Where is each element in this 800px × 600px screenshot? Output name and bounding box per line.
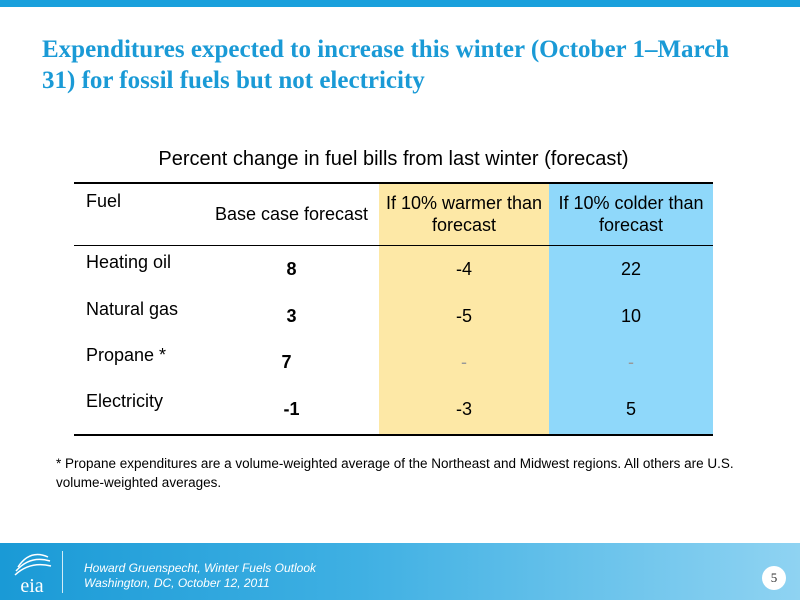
table-header-row: Fuel Base case forecast If 10% warmer th… (74, 183, 713, 246)
row-warm-value: - (379, 339, 549, 385)
row-fuel-name: Propane * (86, 345, 167, 365)
header-warmer: If 10% warmer than forecast (379, 183, 549, 246)
top-accent-bar (0, 0, 800, 7)
table-row: Heating oil 8 -4 22 (74, 245, 713, 293)
row-base-value: 7 (281, 351, 292, 372)
footnote: * Propane expenditures are a volume-weig… (56, 456, 734, 490)
slide-title: Expenditures expected to increase this w… (42, 36, 730, 94)
row-fuel-name: Natural gas (86, 299, 179, 319)
footer-text: Howard Gruenspecht, Winter Fuels Outlook… (84, 561, 316, 591)
row-cold-value: 22 (549, 245, 713, 293)
header-fuel: Fuel (74, 183, 204, 246)
row-fuel-name: Electricity (86, 391, 164, 411)
footer-line-presenter: Howard Gruenspecht, Winter Fuels Outlook (84, 561, 316, 575)
header-colder: If 10% colder than forecast (549, 183, 713, 246)
eia-logo-icon: eia (14, 553, 52, 597)
table-row: Propane * 7 - - (74, 339, 713, 385)
table-row: Natural gas 3 -5 10 (74, 293, 713, 339)
footer-line-location: Washington, DC, October 12, 2011 (84, 576, 270, 590)
row-cold-value: 5 (549, 385, 713, 435)
footer-bar: eia Howard Gruenspecht, Winter Fuels Out… (0, 543, 800, 600)
page-number-badge: 5 (762, 566, 786, 590)
row-base-value: -1 (283, 399, 300, 419)
table-row: Electricity -1 -3 5 (74, 385, 713, 435)
row-cold-value: - (549, 339, 713, 385)
header-base-case: Base case forecast (204, 183, 379, 246)
row-fuel-name: Heating oil (86, 251, 172, 272)
row-cold-value: 10 (549, 293, 713, 339)
row-base-value: 3 (286, 305, 297, 326)
eia-logo-text: eia (20, 575, 43, 597)
table-caption: Percent change in fuel bills from last w… (158, 148, 629, 170)
footer-divider (62, 551, 63, 593)
row-warm-value: -4 (379, 245, 549, 293)
row-warm-value: -5 (379, 293, 549, 339)
fuel-bills-table: Fuel Base case forecast If 10% warmer th… (74, 182, 713, 436)
row-warm-value: -3 (379, 385, 549, 435)
row-base-value: 8 (286, 258, 297, 279)
